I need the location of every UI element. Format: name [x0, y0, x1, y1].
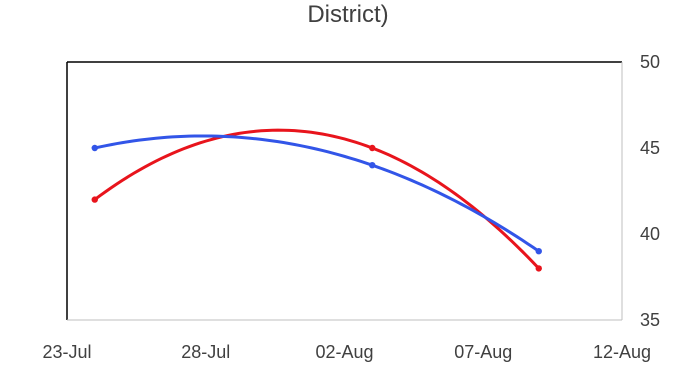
series-1-point [535, 265, 542, 272]
series-1-point [91, 196, 98, 203]
series-line-1 [93, 128, 541, 270]
series-2-point [369, 162, 376, 169]
x-tick-label: 07-Aug [454, 342, 512, 362]
series-2-point [91, 144, 98, 152]
x-tick-label: 02-Aug [315, 342, 373, 362]
y-tick-label: 35 [640, 310, 660, 330]
x-tick-label: 23-Jul [42, 342, 91, 362]
series-layer [91, 128, 542, 272]
y-axis-ticks: 35 40 45 50 [640, 52, 660, 330]
series-2-point [535, 248, 542, 255]
chart-title: District) [307, 1, 388, 28]
plot-area [66, 61, 623, 321]
y-tick-label: 45 [640, 138, 660, 158]
x-tick-label: 28-Jul [181, 342, 230, 362]
x-tick-label: 12-Aug [593, 342, 651, 362]
series-1-point [369, 144, 376, 152]
y-tick-label: 50 [640, 52, 660, 72]
x-axis-ticks: 23-Jul 28-Jul 02-Aug 07-Aug 12-Aug [42, 342, 651, 362]
series-line-2 [93, 134, 541, 253]
y-tick-label: 40 [640, 224, 660, 244]
